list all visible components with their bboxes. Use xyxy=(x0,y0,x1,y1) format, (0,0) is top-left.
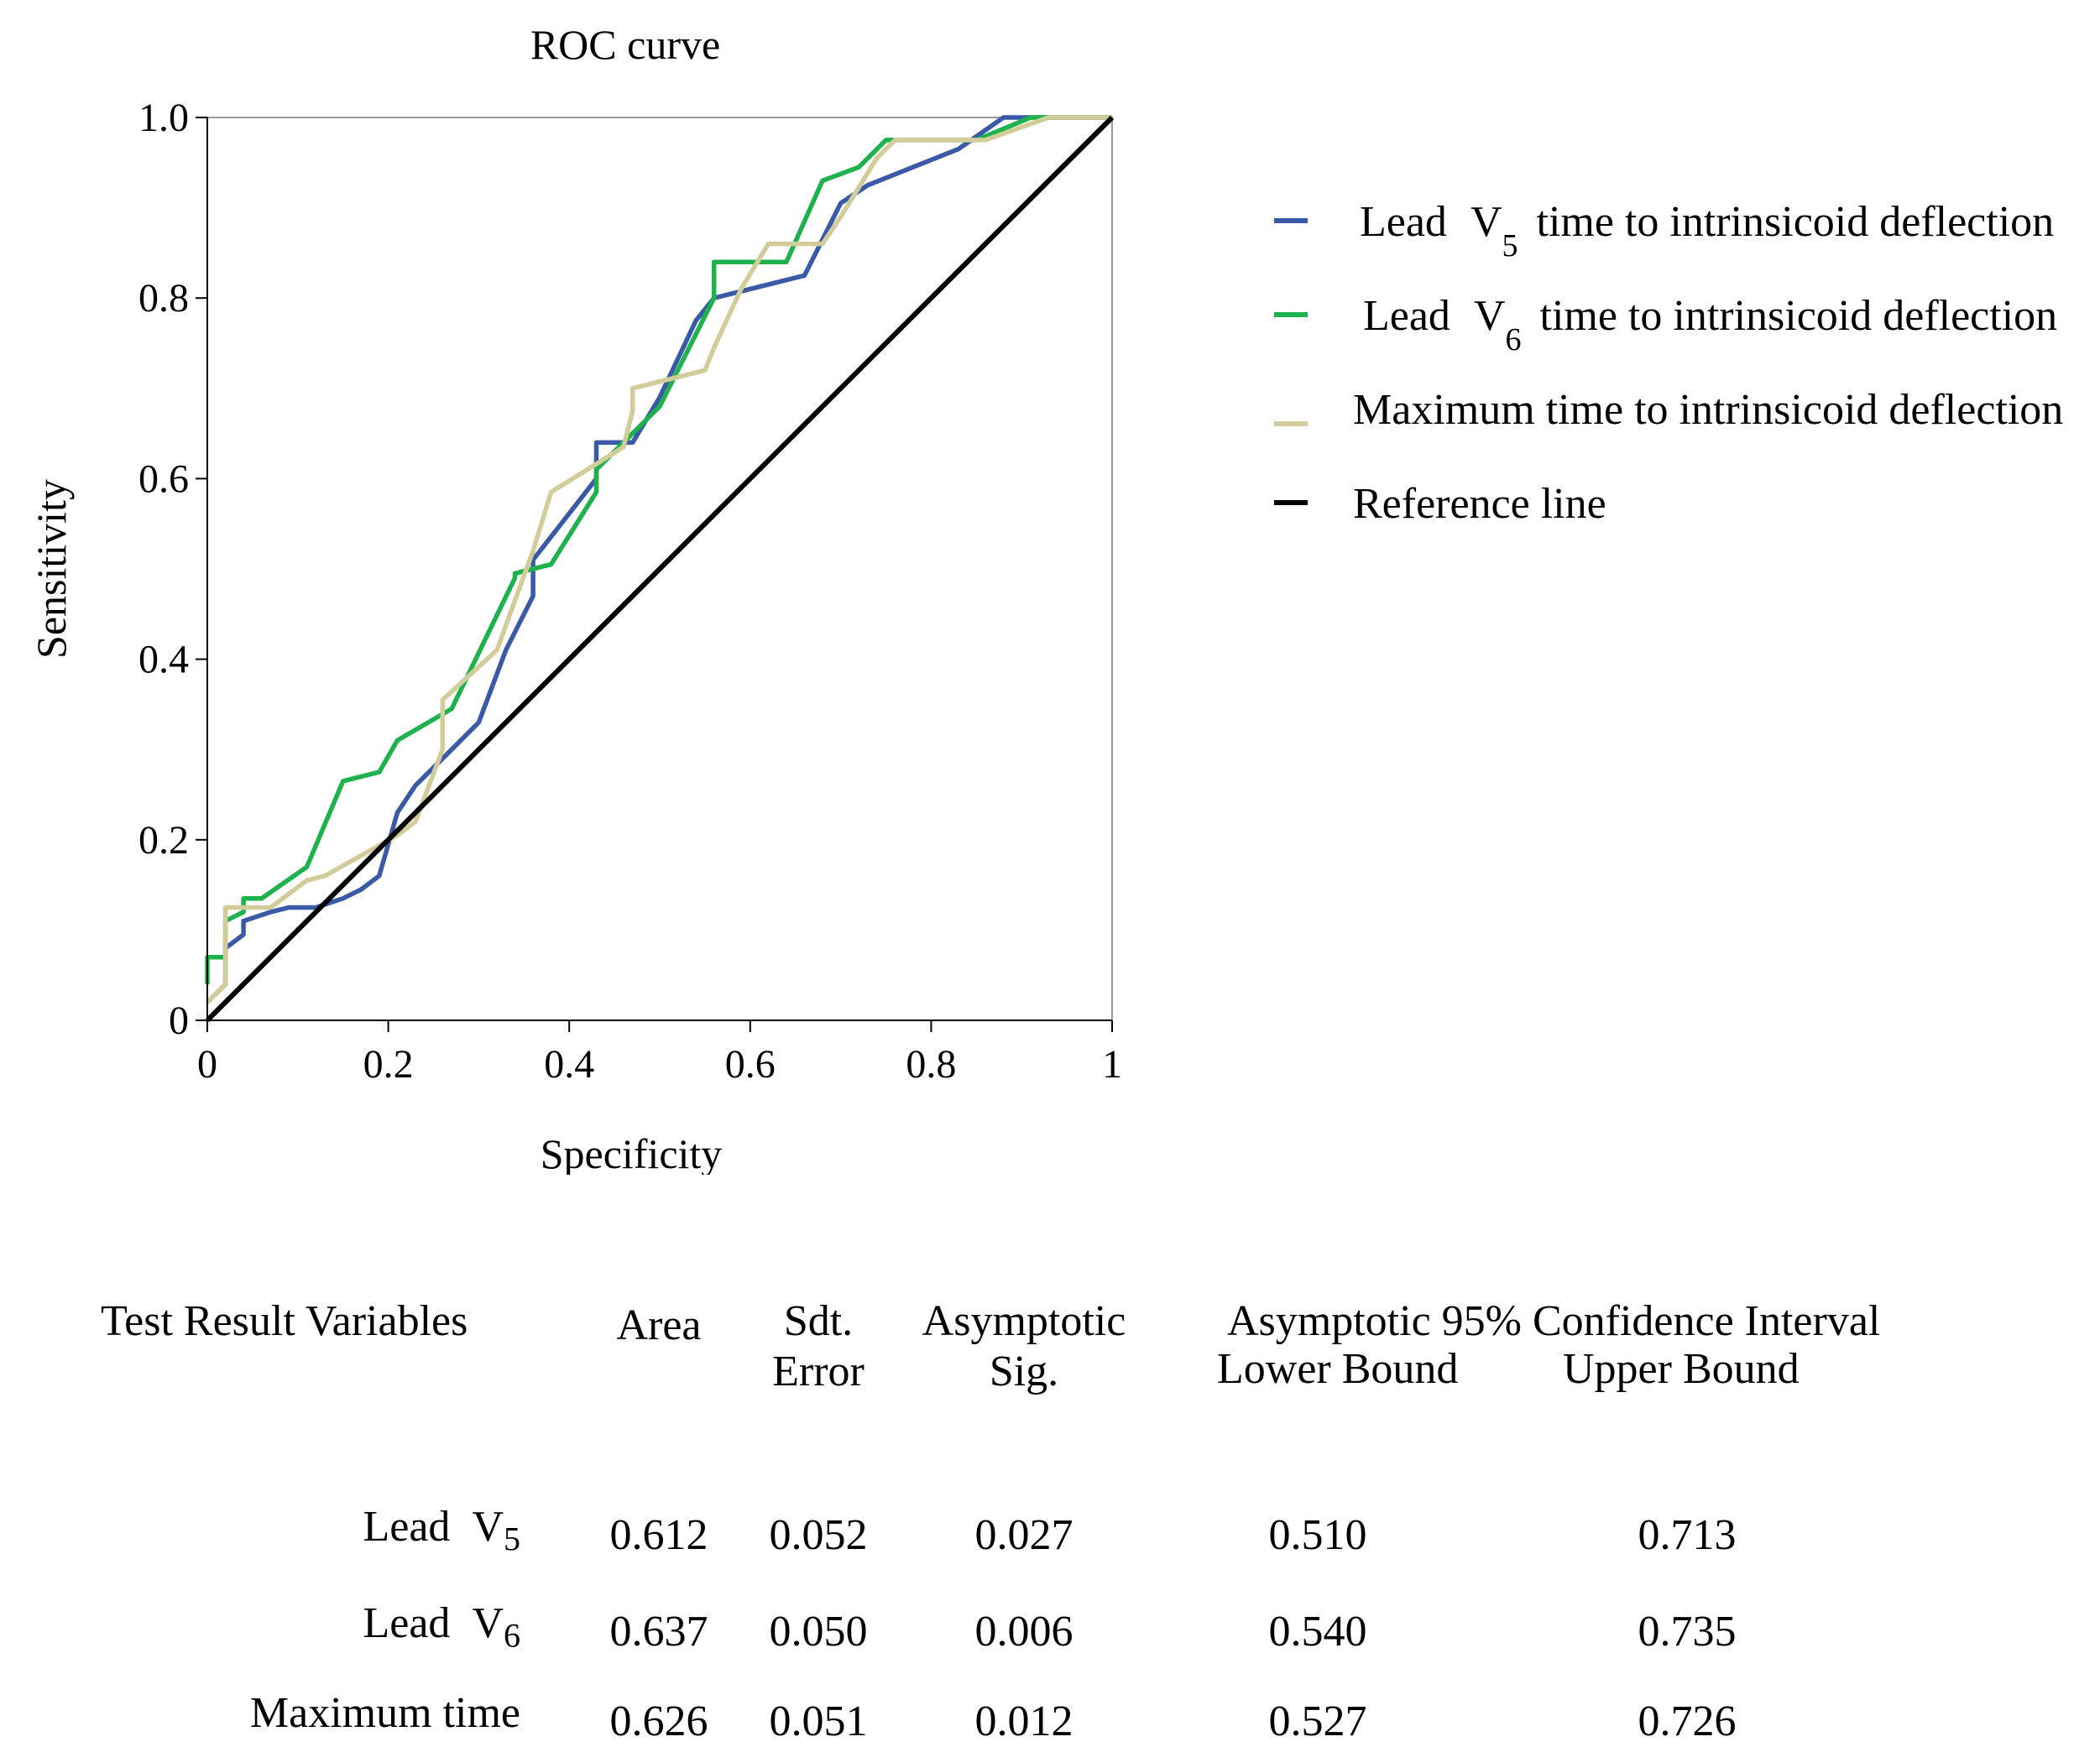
ticks-layer: 0 0.2 0.4 0.6 0.8 1 0 0.2 0.4 0.6 0.8 1.0 xyxy=(138,96,1122,1087)
y-tick-label: 0.2 xyxy=(138,818,189,863)
table-header-lower: Lower Bound xyxy=(1217,1345,1459,1393)
table-cell-std-error: 0.052 xyxy=(769,1511,868,1559)
table-cell-sig: 0.006 xyxy=(974,1608,1074,1656)
table-cell-sig: 0.012 xyxy=(974,1697,1074,1745)
table-row-label: Lead V6 xyxy=(363,1599,521,1655)
legend-label-4: Reference line xyxy=(1353,480,1606,528)
table-cell-lower: 0.510 xyxy=(1268,1511,1367,1559)
table-header-area: Area xyxy=(616,1301,702,1349)
legend: Lead V5 time to intrinsicoid deflection Lea… xyxy=(1274,198,2063,528)
table-cell-sig: 0.027 xyxy=(974,1511,1074,1559)
y-tick-label: 1.0 xyxy=(138,96,189,140)
table-cell-area: 0.626 xyxy=(609,1697,708,1745)
y-tick-label: 0 xyxy=(169,999,189,1043)
y-tick-label: 0.6 xyxy=(138,456,189,501)
series-line-1 xyxy=(206,115,1112,1004)
legend-label-1: Lead V5 time to intrinsicoid deflection xyxy=(1360,198,2054,263)
table-header-ci-title: Asymptotic 95% Confidence Interval xyxy=(1227,1297,1881,1345)
x-tick-label: 1 xyxy=(1102,1042,1122,1087)
axes-layer xyxy=(206,117,1112,1021)
table-row-label: Maximum time xyxy=(249,1689,520,1737)
roc-chart: ROC curve 0 0.2 0.4 0.6 0.8 1 0 0.2 0.4 0.6 0.8 1.0… xyxy=(28,21,2063,1175)
x-tick-label: 0 xyxy=(197,1042,217,1087)
table-header-asymp-sig-line2: Sig. xyxy=(989,1348,1059,1395)
table-header-std-error-line2: Error xyxy=(772,1348,865,1395)
table-cell-std-error: 0.050 xyxy=(769,1608,868,1656)
table-header-variables: Test Result Variables xyxy=(101,1297,468,1345)
table-header-std-error-line1: Sdt. xyxy=(783,1297,854,1345)
table-cell-upper: 0.735 xyxy=(1638,1608,1737,1656)
x-tick-label: 0.8 xyxy=(906,1042,956,1087)
x-tick-label: 0.4 xyxy=(544,1042,594,1087)
table-cell-area: 0.612 xyxy=(609,1511,708,1559)
table-cell-std-error: 0.051 xyxy=(769,1697,868,1745)
y-tick-label: 0.4 xyxy=(138,638,189,682)
table-row-label: Lead V5 xyxy=(363,1503,521,1558)
table-cell-lower: 0.527 xyxy=(1268,1697,1367,1745)
table-cell-upper: 0.726 xyxy=(1638,1697,1737,1745)
series-line-2 xyxy=(205,115,1112,984)
table-header-std-error: Sdt. Error xyxy=(739,1296,898,1397)
table-header-upper: Upper Bound xyxy=(1563,1345,1800,1393)
table-cell-upper: 0.713 xyxy=(1638,1511,1737,1559)
series-line-3 xyxy=(206,115,1112,1004)
legend-label-2: Lead V6 time to intrinsicoid deflection xyxy=(1363,292,2057,357)
table-cell-lower: 0.540 xyxy=(1268,1608,1367,1656)
y-axis-label: Sensitivity xyxy=(28,479,75,659)
series-line-4 xyxy=(205,115,1115,1023)
x-axis-label: Specificity xyxy=(541,1130,723,1175)
table-header-asymp-sig-line1: Asymptotic xyxy=(922,1297,1126,1345)
table-header-asymp-sig: Asymptotic Sig. xyxy=(906,1296,1141,1397)
legend-label-3: Maximum time to intrinsicoid deflection xyxy=(1353,386,2063,434)
table-cell-area: 0.637 xyxy=(609,1608,708,1656)
y-tick-label: 0.8 xyxy=(138,276,189,321)
x-tick-label: 0.6 xyxy=(725,1042,776,1087)
x-tick-label: 0.2 xyxy=(363,1042,414,1087)
series-layer xyxy=(205,115,1115,1023)
chart-title: ROC curve xyxy=(530,21,720,68)
